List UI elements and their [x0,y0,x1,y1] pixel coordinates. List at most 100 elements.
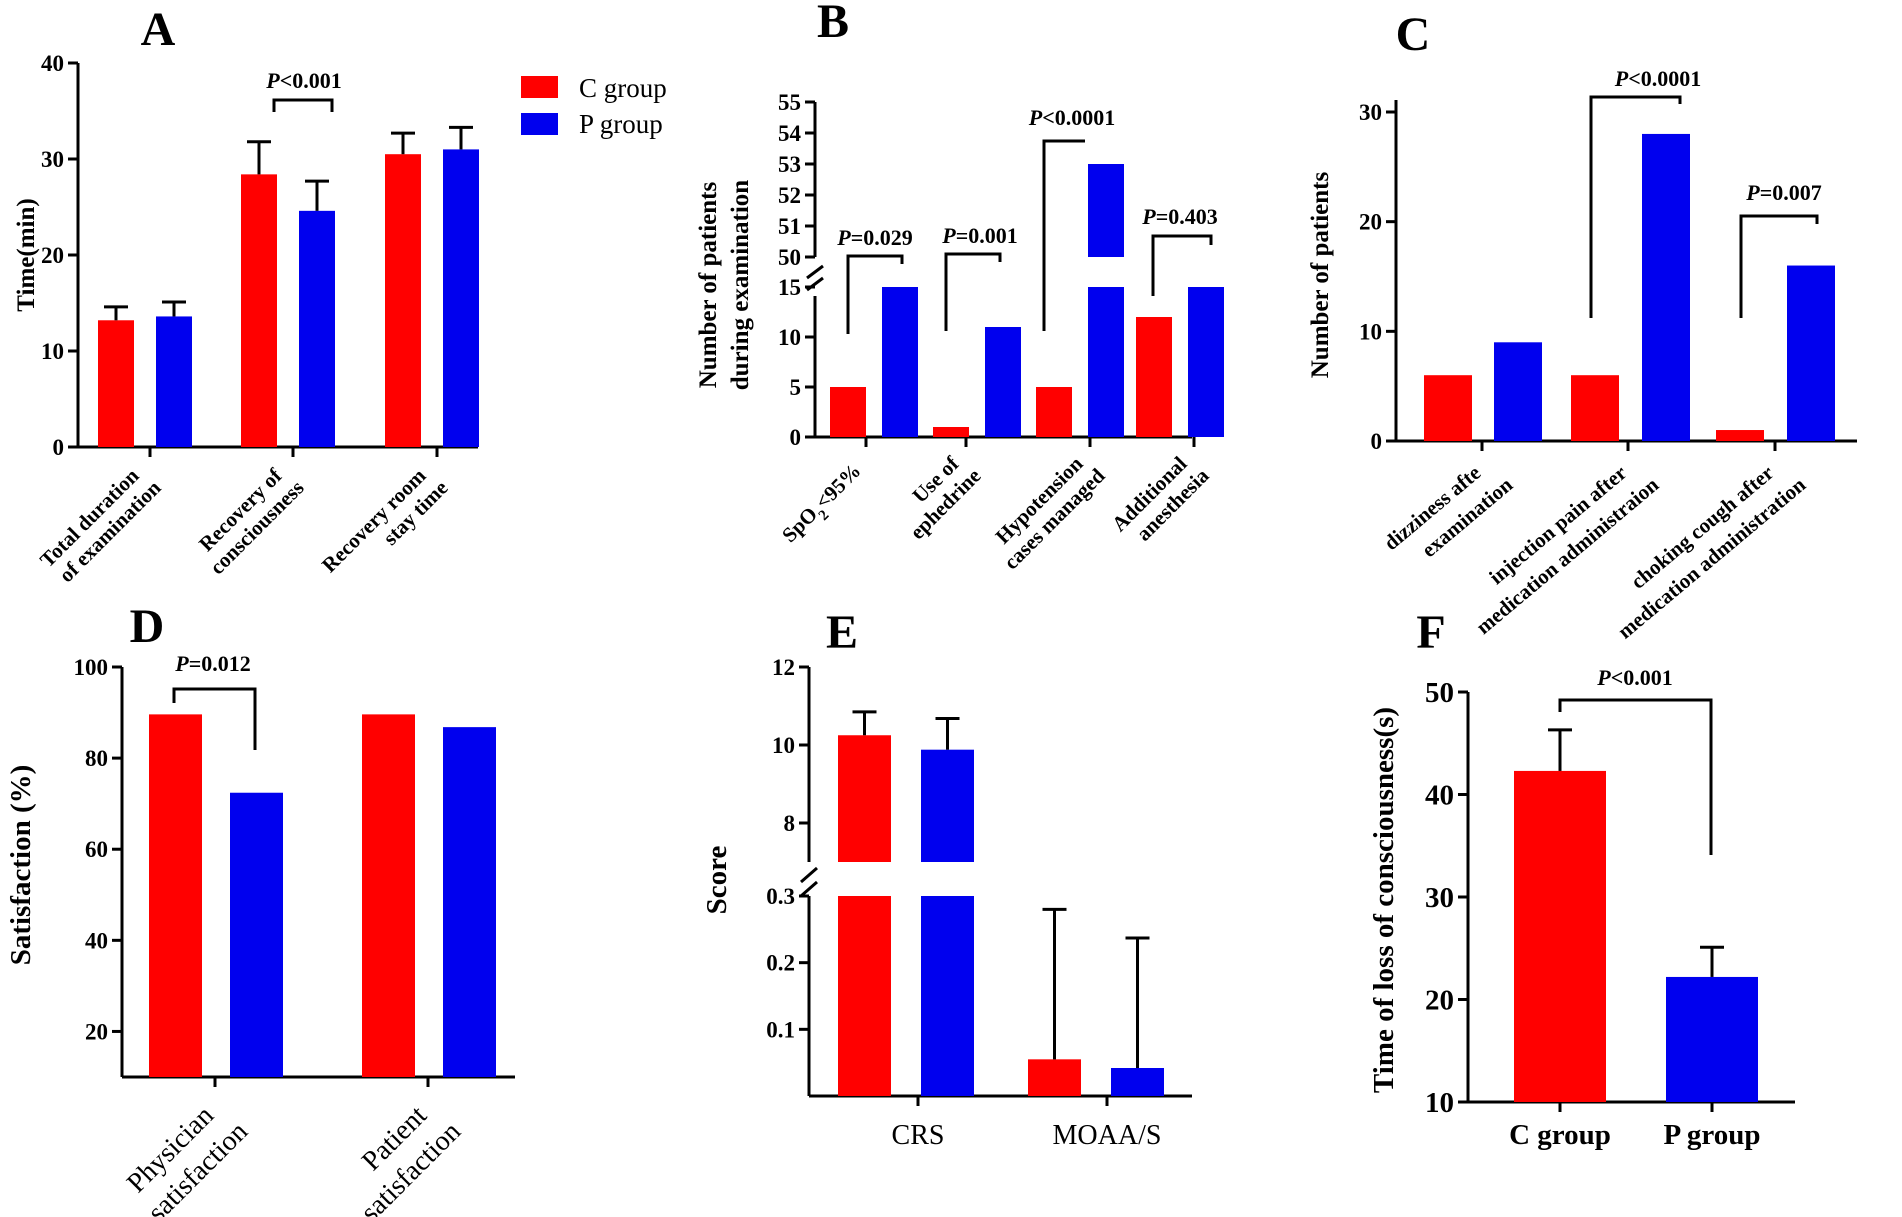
bar [443,149,479,447]
panel-letter-d: D [130,600,165,653]
p-value-label: P<0.0001 [1028,105,1116,130]
panel-letter-f: F [1416,606,1445,659]
p-bracket [1589,95,1682,318]
y-tick-label: 12 [772,655,795,680]
bar-lower [921,896,974,1096]
bar-upper [838,735,891,862]
y-tick-label: 52 [778,183,801,208]
bar [156,316,192,447]
bar [882,287,918,437]
bar [1642,133,1690,441]
bar [385,154,421,447]
y-tick-label: 40 [1425,780,1454,812]
x-category-label: C group [1509,1119,1611,1151]
y-tick-label: 0 [53,435,65,460]
bar [362,714,415,1077]
x-category-label: MOAA/S [1053,1120,1162,1151]
axis-break-mark [806,264,824,280]
y-axis-label: Time of loss of consciousness(s) [1368,707,1400,1093]
bar-upper [1088,164,1124,257]
y-axis-label: Score [701,846,733,915]
y-axis-label: Satisfaction (%) [5,765,37,966]
x-category-label: CRS [892,1120,945,1151]
bar-lower [1188,287,1224,437]
bar [230,792,283,1077]
p-bracket [1042,139,1085,331]
p-bracket [1739,214,1819,318]
axis-break-mark [800,866,818,884]
y-tick-label: 80 [85,746,108,771]
panel-letter-e: E [826,606,858,659]
y-tick-label: 50 [778,245,801,270]
p-value-label: P<0.001 [265,68,342,93]
bar [241,174,277,448]
panel-letter-a: A [141,3,176,56]
y-tick-label: 0.2 [766,951,795,976]
legend-label-c: C group [579,73,667,103]
y-tick-label: 40 [85,928,108,953]
p-bracket [1151,234,1213,296]
y-tick-label: 10 [1359,319,1382,344]
bar [1716,430,1764,441]
y-tick-label: 0 [1371,429,1383,454]
y-tick-label: 40 [41,51,64,76]
y-tick-label: 54 [778,121,802,146]
p-value-label: P=0.001 [941,223,1018,248]
bar [299,210,335,447]
bar [1111,1068,1164,1096]
bar [1036,387,1072,437]
y-tick-label: 10 [41,339,64,364]
y-axis-label: Time(min) [13,198,40,311]
p-bracket [1558,698,1713,855]
y-tick-label: 51 [778,214,801,239]
y-tick-label: 50 [1425,677,1454,709]
p-bracket [944,252,1002,331]
p-bracket [172,687,257,750]
bar [985,327,1021,437]
y-tick-label: 10 [1425,1087,1454,1119]
y-tick-label: 20 [1359,210,1382,235]
y-tick-label: 0 [790,425,802,450]
bar [1424,375,1472,441]
y-tick-label: 55 [778,90,801,115]
y-tick-label: 20 [85,1019,108,1044]
bar [1571,375,1619,441]
y-tick-label: 30 [1425,882,1454,914]
p-value-label: P=0.012 [174,651,251,676]
p-value-label: P<0.0001 [1614,66,1702,91]
y-tick-label: 20 [41,243,64,268]
y-tick-label: 10 [778,325,801,350]
bar [1028,1059,1081,1096]
y-tick-label: 30 [1359,100,1382,125]
bar-lower [838,896,891,1096]
panel-letter-c: C [1396,8,1431,61]
bar [1514,770,1606,1102]
panel-letter-b: B [817,0,849,48]
panel-f: F 10 20 30 40 50 Time of loss of consciousness… [1368,606,1795,1151]
bar [443,727,496,1077]
y-tick-label: 0.1 [766,1017,795,1042]
y-tick-label: 10 [772,733,795,758]
y-tick-label: 30 [41,147,64,172]
y-axis-label: during examination [727,180,754,391]
y-tick-label: 20 [1425,985,1454,1017]
y-axis-label: Number of patients [695,181,722,388]
p-value-label: P=0.403 [1141,204,1218,229]
bar [1136,317,1172,437]
legend-swatch-p [521,113,558,135]
bar-upper [921,749,974,862]
p-value-label: P<0.001 [1596,665,1673,690]
y-tick-label: 53 [778,152,801,177]
y-tick-label: 100 [74,655,109,680]
bar [98,320,134,447]
bar [830,387,866,437]
panel-e: E 0.1 0.2 0.3 8 10 12 Score CRS MOAA/S [701,606,1192,1151]
y-tick-label: 0.3 [766,884,795,909]
y-tick-label: 60 [85,837,108,862]
p-bracket [272,98,334,112]
p-value-label: P=0.007 [1745,180,1822,205]
